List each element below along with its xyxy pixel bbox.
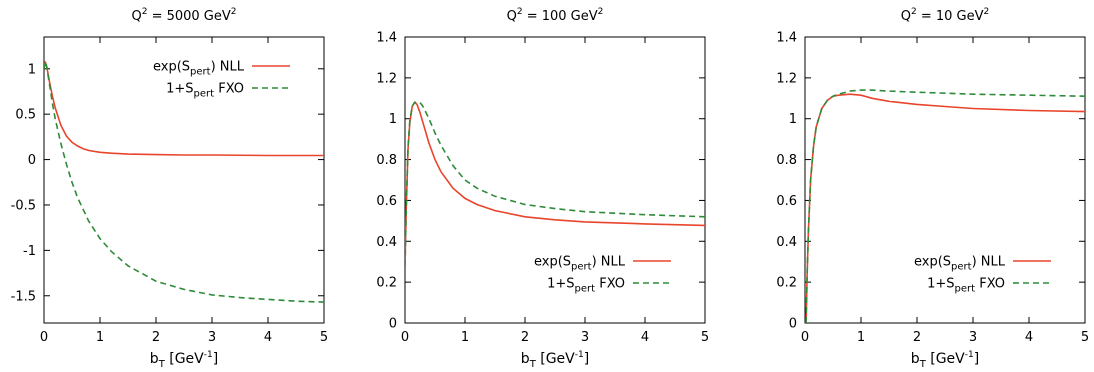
- x-tick-label: 4: [264, 330, 272, 345]
- series-line-nll: [44, 61, 324, 157]
- x-tick-label: 1: [96, 330, 104, 345]
- y-tick-label: 0.4: [776, 235, 797, 250]
- x-tick-label: 5: [320, 330, 328, 345]
- chart-panel-1: 0 1 2 3 4 5 -1.5 -1 -0.5 0 0.5 1 Q2 = 5000 GeV2 bT [G…: [11, 7, 329, 370]
- legend-label: exp(Spert) NLL: [914, 255, 1006, 273]
- x-tick-label: 2: [913, 330, 921, 345]
- x-tick-label: 3: [581, 330, 589, 345]
- y-tick-label: 0: [789, 317, 797, 332]
- legend-label: 1+Spert FXO: [547, 277, 625, 295]
- x-axis-label: bT [GeV-1]: [150, 350, 218, 370]
- y-tick-label: 0: [28, 153, 36, 168]
- chart-panel-3: 0 1 2 3 4 5 0 0.2 0.4 0.6 0.8 1 1.2 1.4 Q2 = 10 GeV2 bT…: [776, 7, 1089, 370]
- y-tick-label: 0.5: [15, 108, 36, 123]
- y-tick-label: 1: [28, 62, 36, 77]
- chart-title: Q2 = 10 GeV2: [901, 7, 990, 24]
- x-tick-label: 2: [521, 330, 529, 345]
- y-tick-label: -1.5: [11, 289, 36, 304]
- y-tick-label: 0.8: [776, 153, 797, 168]
- y-tick-label: 0.6: [776, 194, 797, 209]
- x-tick-label: 3: [969, 330, 977, 345]
- y-tick-label: -0.5: [11, 198, 36, 213]
- series-line-fxo: [44, 61, 324, 303]
- x-tick-label: 5: [701, 330, 709, 345]
- x-axis-label: bT [GeV-1]: [521, 350, 589, 370]
- y-tick-label: 0.4: [376, 235, 397, 250]
- legend-label: 1+Spert FXO: [166, 82, 244, 100]
- legend-label: exp(Spert) NLL: [153, 60, 245, 78]
- x-tick-label: 0: [801, 330, 809, 345]
- y-tick-label: 1.4: [376, 31, 397, 46]
- series-line-fxo: [405, 101, 705, 266]
- chart-panel-2: 0 1 2 3 4 5 0 0.2 0.4 0.6 0.8 1 1.2 1.4 Q2 = 100 GeV2 b…: [376, 7, 709, 370]
- y-tick-label: 0: [389, 317, 397, 332]
- series-line-fxo: [805, 89, 1085, 323]
- x-tick-label: 5: [1081, 330, 1089, 345]
- x-tick-label: 1: [461, 330, 469, 345]
- legend-label: exp(Spert) NLL: [534, 255, 626, 273]
- x-tick-label: 2: [152, 330, 160, 345]
- series-line-nll: [405, 101, 705, 266]
- y-tick-label: 1.2: [776, 71, 797, 86]
- x-tick-label: 3: [208, 330, 216, 345]
- x-tick-label: 4: [1025, 330, 1033, 345]
- plot-frame: [43, 36, 325, 324]
- plot-frame: [804, 36, 1086, 324]
- y-tick-label: -1: [23, 244, 36, 259]
- x-axis-label: bT [GeV-1]: [911, 350, 979, 370]
- y-tick-label: 1.4: [776, 31, 797, 46]
- x-tick-label: 4: [641, 330, 649, 345]
- y-tick-label: 0.8: [376, 153, 397, 168]
- x-tick-label: 0: [401, 330, 409, 345]
- y-tick-label: 1: [389, 112, 397, 127]
- legend-label: 1+Spert FXO: [927, 277, 1005, 295]
- chart-title: Q2 = 100 GeV2: [507, 7, 604, 24]
- y-tick-label: 1.2: [376, 71, 397, 86]
- plot-frame: [404, 36, 706, 324]
- x-tick-label: 1: [857, 330, 865, 345]
- y-tick-label: 1: [789, 112, 797, 127]
- x-tick-label: 0: [40, 330, 48, 345]
- chart-title: Q2 = 5000 GeV2: [131, 7, 236, 24]
- y-tick-label: 0.2: [376, 276, 397, 291]
- y-tick-label: 0.2: [776, 276, 797, 291]
- y-tick-label: 0.6: [376, 194, 397, 209]
